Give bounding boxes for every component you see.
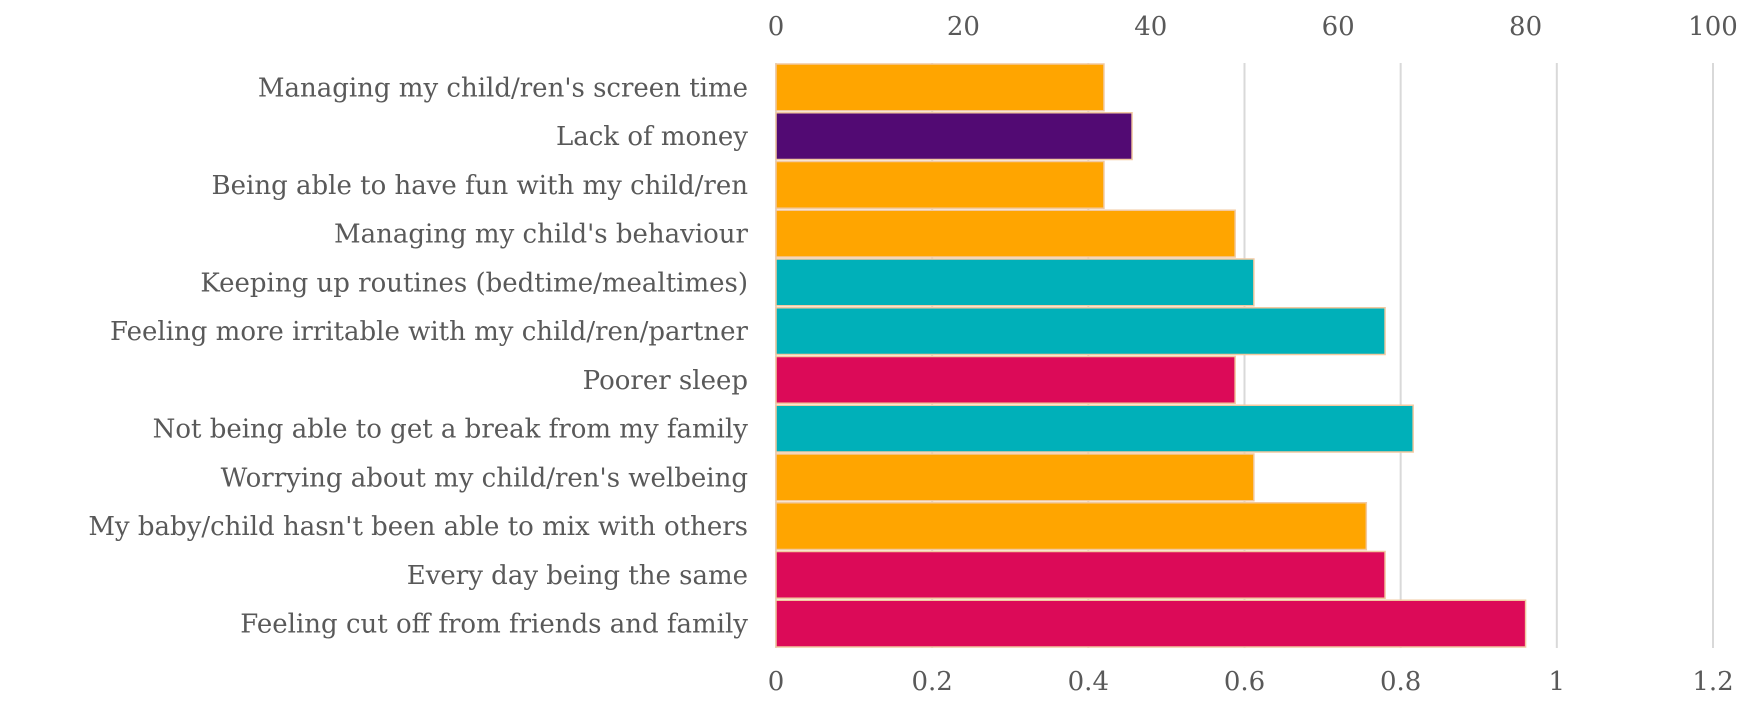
- bar: [775, 453, 1255, 502]
- top-tick-label: 80: [1509, 12, 1542, 42]
- category-label: Feeling more irritable with my child/ren…: [110, 317, 749, 347]
- gridlines: [775, 63, 1714, 648]
- category-label: Lack of money: [556, 122, 748, 152]
- bottom-tick-label: 0.6: [1224, 667, 1265, 697]
- bar: [775, 209, 1236, 258]
- top-tick-label: 0: [768, 12, 785, 42]
- bottom-tick-label: 1.2: [1692, 667, 1733, 697]
- top-axis-ticks: 0 20 40 60 80 100: [768, 12, 1738, 42]
- category-label: My baby/child hasn't been able to mix wi…: [88, 512, 748, 542]
- category-label: Keeping up routines (bedtime/mealtimes): [200, 268, 748, 298]
- category-labels: Managing my child/ren's screen time Lack …: [88, 73, 748, 639]
- bars: [775, 63, 1527, 648]
- bar: [775, 112, 1133, 161]
- bar: [775, 550, 1386, 599]
- bar: [775, 502, 1368, 551]
- bottom-tick-label: 0.4: [1068, 667, 1109, 697]
- top-tick-label: 40: [1134, 12, 1167, 42]
- top-tick-label: 100: [1688, 12, 1738, 42]
- category-label: Managing my child/ren's screen time: [258, 73, 748, 103]
- bar: [775, 160, 1105, 209]
- bottom-tick-label: 0.8: [1380, 667, 1421, 697]
- category-label: Worrying about my child/ren's welbeing: [221, 463, 748, 493]
- category-label: Managing my child's behaviour: [334, 220, 749, 250]
- category-label: Being able to have fun with my child/ren: [212, 171, 749, 201]
- category-label: Not being able to get a break from my fa…: [153, 415, 749, 445]
- bottom-tick-label: 1: [1549, 667, 1566, 697]
- category-label: Poorer sleep: [583, 366, 748, 396]
- bottom-axis-ticks: 0 0.2 0.4 0.6 0.8 1 1.2: [768, 667, 1734, 697]
- top-tick-label: 60: [1322, 12, 1355, 42]
- top-tick-label: 20: [947, 12, 980, 42]
- bar: [775, 258, 1255, 307]
- bar: [775, 404, 1414, 453]
- bottom-tick-label: 0.2: [911, 667, 952, 697]
- bar: [775, 63, 1105, 112]
- bar: [775, 599, 1527, 648]
- category-label: Every day being the same: [407, 561, 748, 591]
- bar: [775, 355, 1236, 404]
- bar: [775, 307, 1386, 356]
- category-label: Feeling cut off from friends and family: [240, 610, 748, 640]
- bottom-tick-label: 0: [768, 667, 785, 697]
